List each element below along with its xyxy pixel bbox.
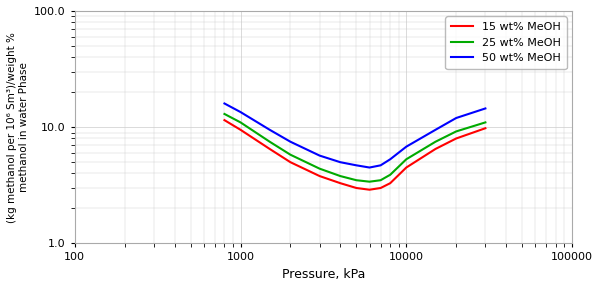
50 wt% MeOH — [482, 107, 489, 110]
15 wt% MeOH — [377, 186, 384, 190]
50 wt% MeOH — [403, 145, 410, 148]
Line: 50 wt% MeOH: 50 wt% MeOH — [224, 103, 485, 168]
50 wt% MeOH — [366, 166, 373, 169]
15 wt% MeOH — [432, 147, 439, 151]
50 wt% MeOH — [386, 158, 394, 161]
50 wt% MeOH — [377, 164, 384, 167]
15 wt% MeOH — [353, 186, 360, 190]
25 wt% MeOH — [353, 179, 360, 182]
15 wt% MeOH — [316, 174, 323, 178]
15 wt% MeOH — [482, 126, 489, 130]
15 wt% MeOH — [403, 166, 410, 169]
25 wt% MeOH — [287, 153, 294, 156]
Line: 15 wt% MeOH: 15 wt% MeOH — [224, 120, 485, 190]
15 wt% MeOH — [287, 160, 294, 164]
25 wt% MeOH — [432, 140, 439, 143]
25 wt% MeOH — [482, 121, 489, 124]
50 wt% MeOH — [432, 128, 439, 132]
15 wt% MeOH — [221, 118, 228, 122]
50 wt% MeOH — [452, 116, 460, 120]
Legend: 15 wt% MeOH, 25 wt% MeOH, 50 wt% MeOH: 15 wt% MeOH, 25 wt% MeOH, 50 wt% MeOH — [445, 16, 566, 69]
50 wt% MeOH — [353, 164, 360, 167]
50 wt% MeOH — [316, 154, 323, 157]
25 wt% MeOH — [221, 112, 228, 116]
50 wt% MeOH — [221, 102, 228, 105]
25 wt% MeOH — [452, 130, 460, 133]
25 wt% MeOH — [337, 174, 344, 178]
25 wt% MeOH — [366, 180, 373, 183]
15 wt% MeOH — [237, 128, 244, 132]
25 wt% MeOH — [316, 167, 323, 170]
15 wt% MeOH — [337, 181, 344, 185]
50 wt% MeOH — [287, 140, 294, 143]
50 wt% MeOH — [337, 160, 344, 164]
X-axis label: Pressure, kPa: Pressure, kPa — [282, 268, 365, 281]
25 wt% MeOH — [377, 179, 384, 182]
25 wt% MeOH — [386, 173, 394, 177]
25 wt% MeOH — [237, 121, 244, 124]
15 wt% MeOH — [452, 137, 460, 140]
Line: 25 wt% MeOH: 25 wt% MeOH — [224, 114, 485, 182]
15 wt% MeOH — [386, 181, 394, 185]
25 wt% MeOH — [266, 140, 274, 143]
50 wt% MeOH — [266, 128, 274, 132]
15 wt% MeOH — [366, 188, 373, 192]
Y-axis label: (kg methanol per 10⁶ Sm³)/weight %
methanol in water Phase: (kg methanol per 10⁶ Sm³)/weight % metha… — [7, 32, 29, 223]
50 wt% MeOH — [237, 110, 244, 114]
15 wt% MeOH — [266, 147, 274, 151]
25 wt% MeOH — [403, 158, 410, 161]
